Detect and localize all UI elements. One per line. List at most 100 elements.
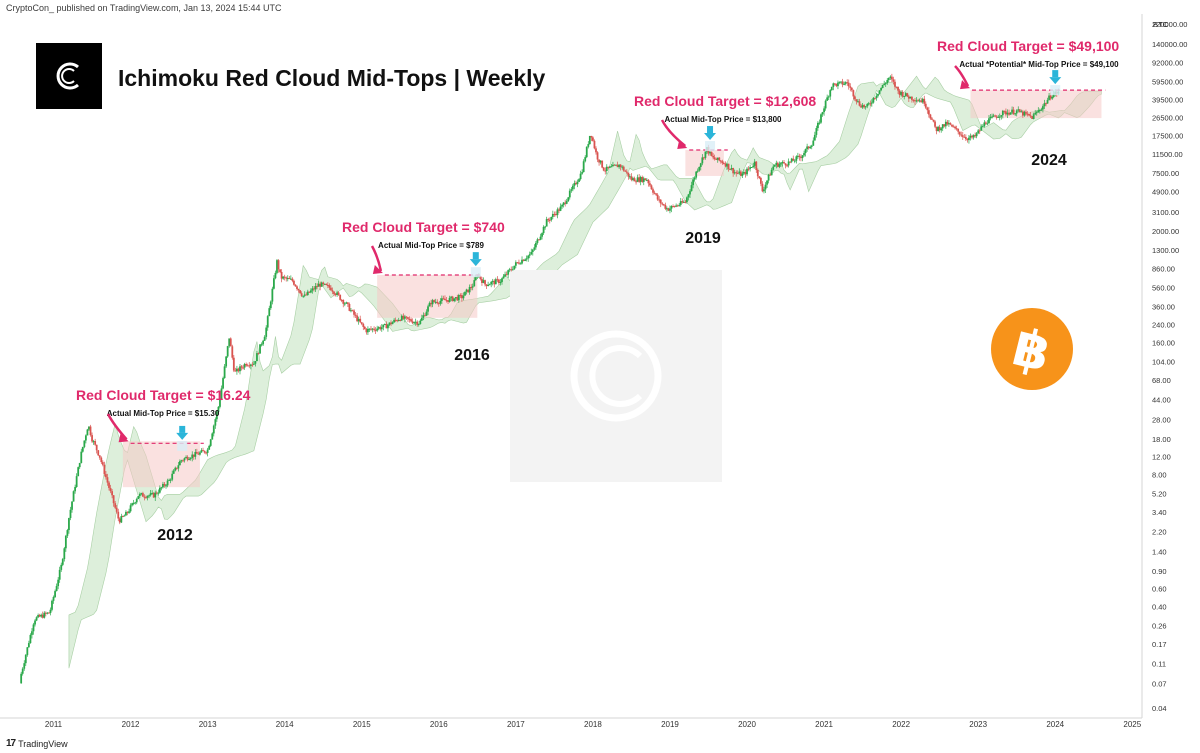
candle-body [436, 301, 439, 304]
candle-body [108, 482, 110, 488]
cycle-year-label: 2024 [1031, 152, 1067, 169]
candle-body [750, 166, 753, 168]
candle-body [710, 151, 713, 156]
candle-body [183, 458, 186, 461]
candle-body [571, 185, 574, 190]
candle-body [186, 456, 189, 460]
bitcoin-logo-icon [991, 308, 1073, 390]
candle-body [505, 274, 508, 276]
candle-body [807, 146, 810, 149]
candle-body [659, 199, 662, 204]
candle-body [861, 105, 864, 108]
candle-body [391, 322, 394, 325]
candle-body [766, 180, 768, 185]
candle-body [1021, 111, 1024, 116]
candle-body [887, 77, 890, 81]
candle-body [390, 322, 392, 325]
candle-body [649, 183, 651, 186]
candle-body [325, 283, 328, 285]
candle-body [675, 205, 678, 207]
candle-body [337, 292, 340, 295]
candle-body [83, 440, 86, 447]
candle-body [80, 451, 83, 463]
candle-body [368, 328, 371, 330]
candle-body [746, 168, 748, 175]
candle-body [550, 216, 553, 221]
candle-body [713, 157, 716, 160]
candle-body [915, 100, 918, 102]
candle-body [536, 239, 539, 243]
candle-body [273, 278, 275, 289]
x-tick-label: 2024 [1046, 720, 1064, 729]
candle-body [943, 124, 946, 127]
candle-body [656, 194, 659, 200]
candle-body [92, 441, 95, 443]
candle-body [484, 280, 486, 285]
candle-body [890, 76, 893, 80]
candle-body [815, 128, 818, 135]
x-tick-label: 2019 [661, 720, 679, 729]
candle-body [1001, 110, 1004, 116]
candle-body [319, 283, 322, 287]
candle-body [522, 259, 525, 261]
candle-body [525, 258, 528, 260]
candle-body [801, 155, 804, 159]
candle-body [192, 454, 195, 457]
candle-body [371, 328, 374, 330]
candle-body [1029, 115, 1032, 117]
candle-body [972, 135, 975, 138]
candle-body [877, 93, 879, 96]
candle-body [809, 146, 812, 149]
candle-body [185, 456, 187, 459]
candle-body [579, 173, 582, 180]
candle-body [34, 620, 36, 625]
candle-body [138, 493, 141, 497]
candle-body [106, 477, 109, 483]
candle-body [881, 84, 884, 89]
candle-body [311, 288, 314, 291]
candle-body [322, 282, 325, 285]
candle-body [430, 302, 432, 305]
candle-body [199, 452, 201, 455]
candle-body [736, 173, 739, 175]
candle-body [1014, 113, 1017, 115]
candle-body [226, 346, 229, 357]
candle-body [356, 315, 359, 322]
currency-label: BTC [1153, 20, 1169, 29]
candle-body [702, 157, 705, 159]
candle-body [624, 170, 627, 172]
candle-body [504, 274, 506, 277]
red-cloud-target-label: Red Cloud Target = $49,100 [937, 38, 1119, 54]
pink-arrowhead-icon [372, 264, 383, 274]
candle-body [89, 426, 92, 436]
candle-body [673, 206, 676, 208]
candle-body [231, 346, 234, 358]
candle-body [268, 308, 271, 317]
candle-body [86, 429, 89, 436]
candle-body [676, 205, 679, 207]
candle-body [197, 453, 200, 455]
x-tick-label: 2018 [584, 720, 602, 729]
candle-body [172, 470, 175, 474]
candle-body [838, 81, 841, 83]
candle-body [565, 201, 568, 204]
candle-body [507, 270, 510, 275]
candle-body [575, 182, 577, 185]
candle-body [151, 492, 154, 494]
candle-body [841, 81, 844, 85]
candle-body [37, 615, 40, 618]
candle-body [756, 170, 759, 177]
candle-body [51, 600, 53, 610]
candle-body [23, 663, 26, 669]
candle-body [296, 286, 298, 289]
candle-body [1017, 109, 1020, 111]
candle-body [686, 197, 688, 203]
candle-body [978, 130, 981, 132]
candle-body [471, 286, 474, 288]
candle-body [1012, 109, 1015, 115]
candle-body [1020, 111, 1023, 113]
candle-body [232, 357, 235, 371]
candle-body [316, 286, 318, 288]
candle-body [359, 318, 362, 323]
